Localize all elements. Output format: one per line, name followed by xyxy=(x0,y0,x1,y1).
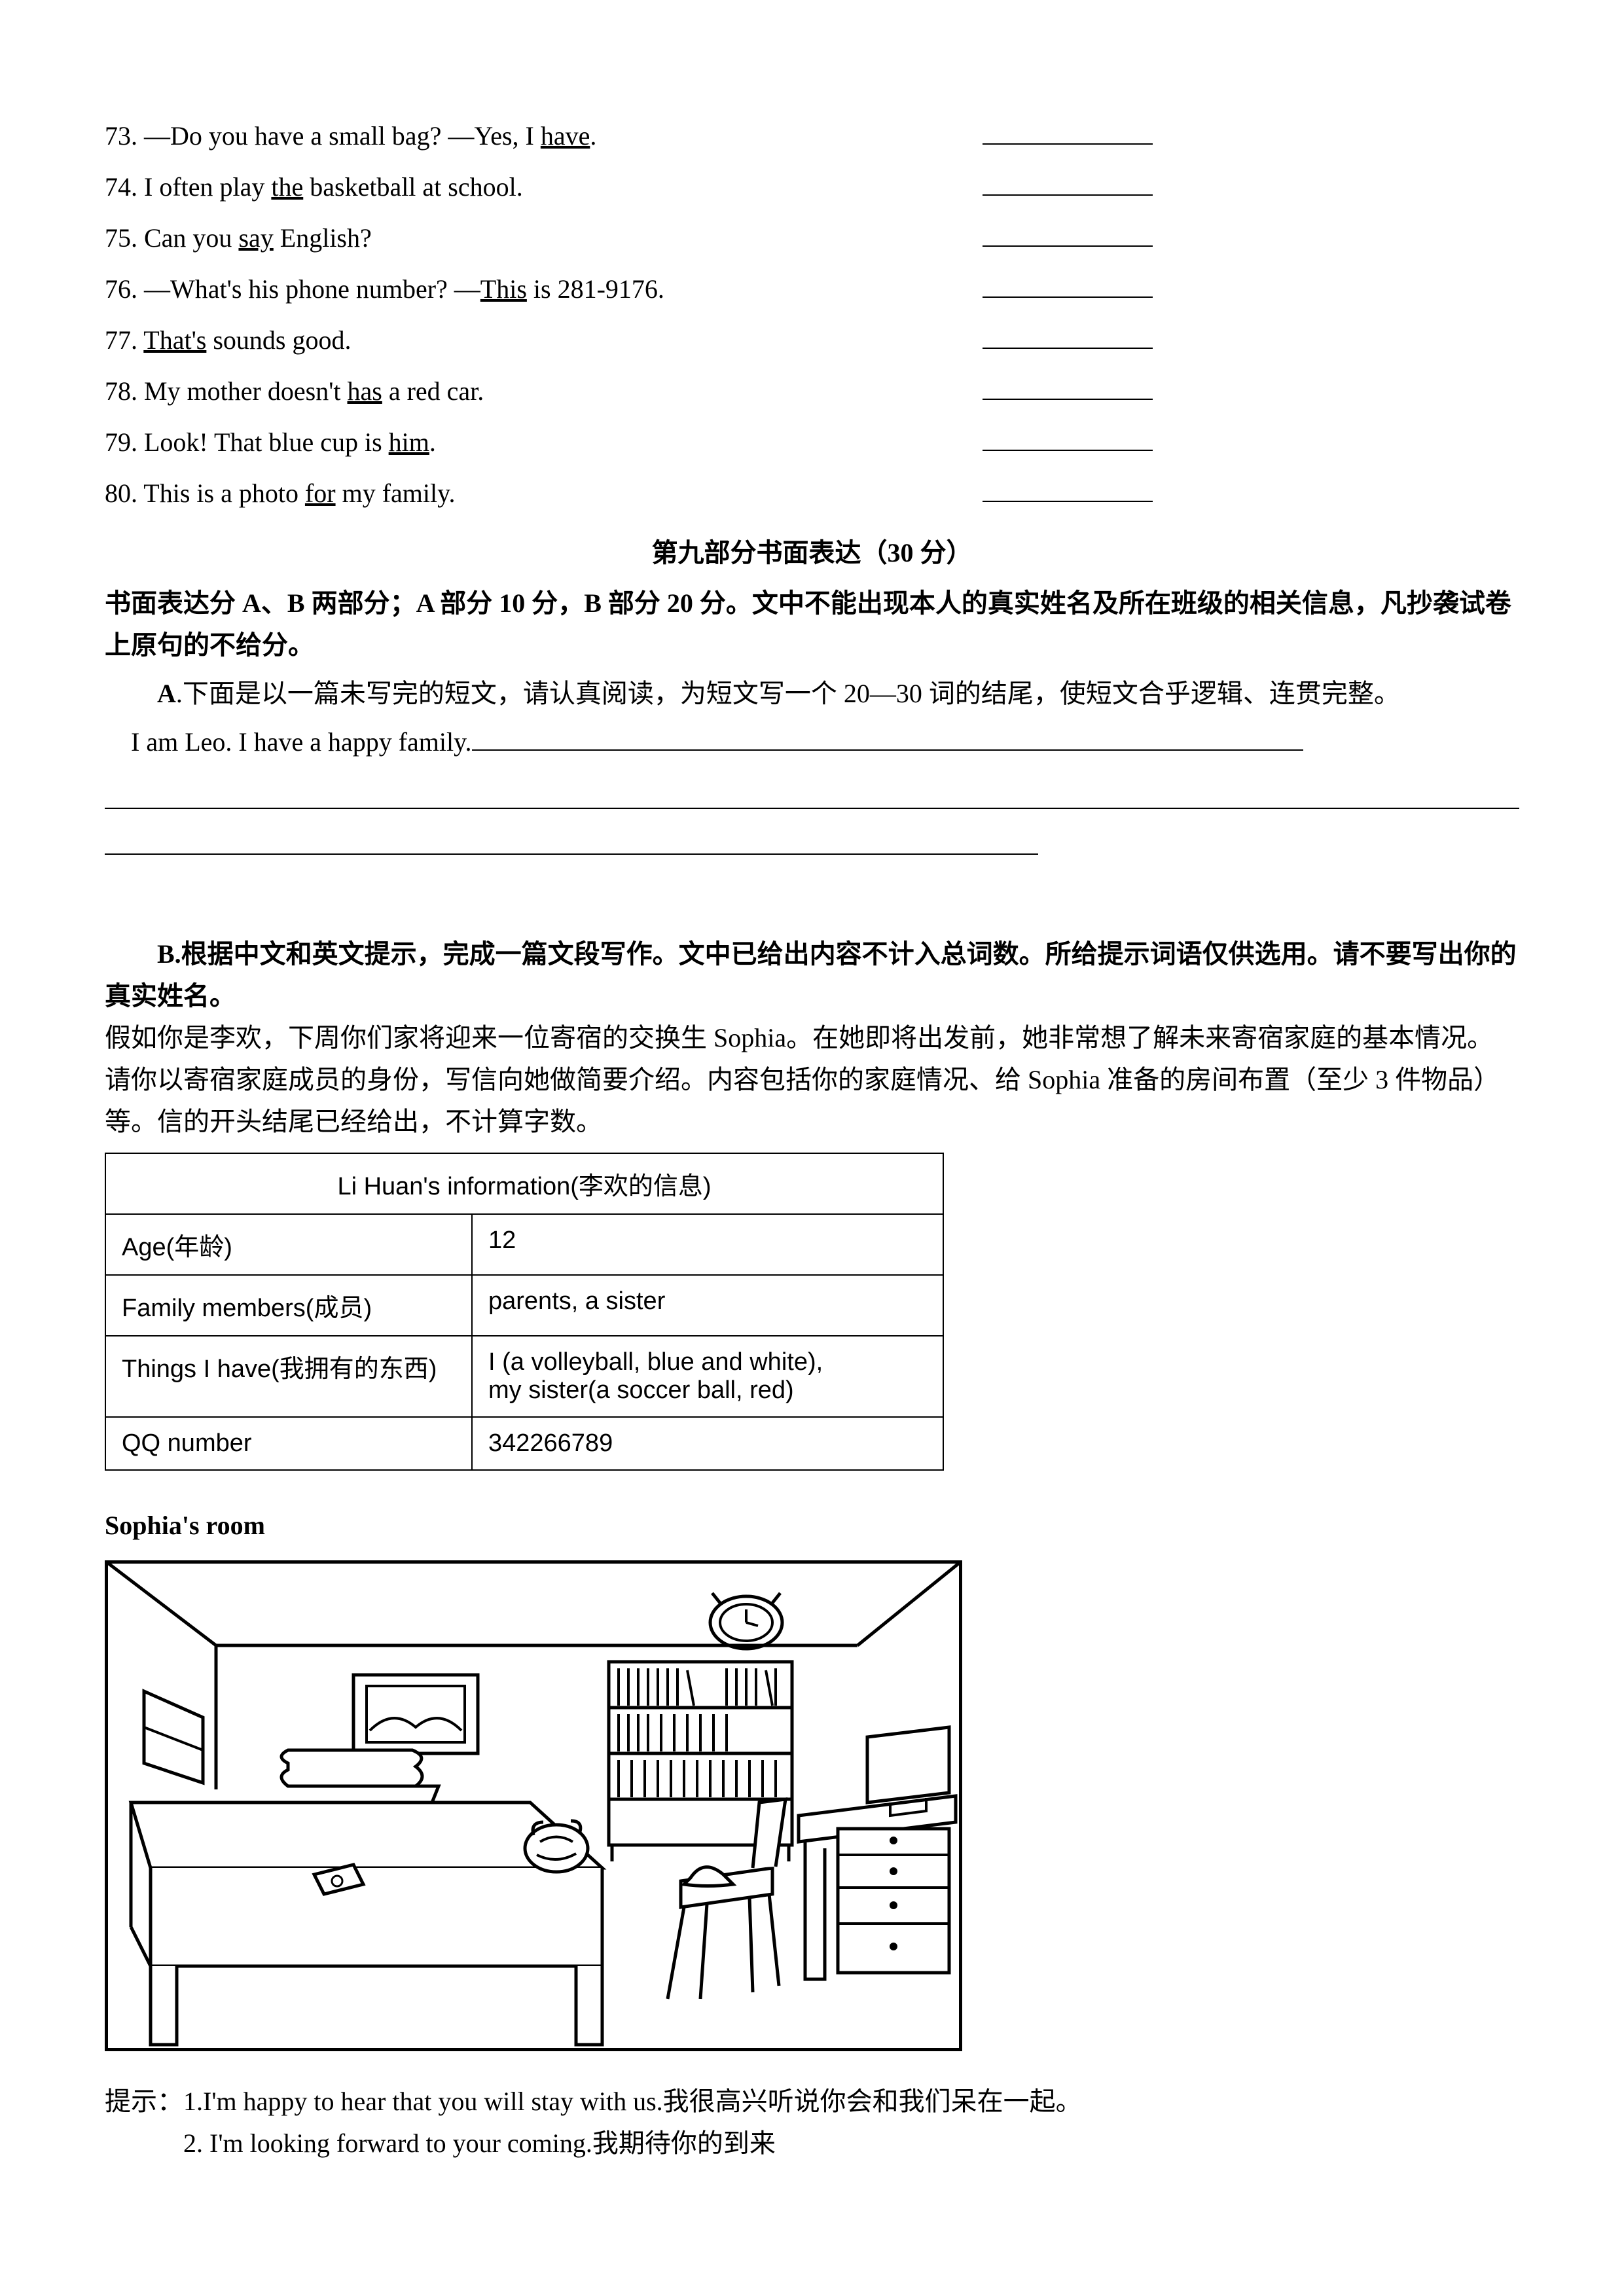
table-row: Age(年龄)12 xyxy=(105,1214,943,1275)
table-row: Family members(成员)parents, a sister xyxy=(105,1275,943,1336)
writing-line[interactable] xyxy=(105,829,1038,855)
intro-paragraph: 书面表达分 A、B 两部分；A 部分 10 分，B 部分 20 分。文中不能出现… xyxy=(105,583,1519,666)
part-a-label: A xyxy=(157,679,176,708)
answer-blank[interactable] xyxy=(983,190,1153,196)
question-line: 80. This is a photo for my family. xyxy=(105,475,1519,512)
table-label: QQ number xyxy=(105,1417,472,1470)
info-table: Li Huan's information(李欢的信息) Age(年龄)12Fa… xyxy=(105,1153,944,1471)
question-text: 77. That's sounds good. xyxy=(105,322,352,359)
table-value: I (a volleyball, blue and white), my sis… xyxy=(472,1336,943,1417)
question-line: 79. Look! That blue cup is him. xyxy=(105,424,1519,461)
sophias-room-label: Sophia's room xyxy=(105,1510,1519,1541)
table-label: Age(年龄) xyxy=(105,1214,472,1275)
hint-line-2: 2. I'm looking forward to your coming.我期… xyxy=(183,2123,1519,2164)
section-title: 第九部分书面表达（30 分） xyxy=(105,531,1519,569)
table-row: QQ number342266789 xyxy=(105,1417,943,1470)
hints: 提示：1.I'm happy to hear that you will sta… xyxy=(105,2081,1519,2164)
table-title: Li Huan's information(李欢的信息) xyxy=(105,1153,943,1214)
room-illustration xyxy=(105,1560,962,2051)
answer-blank[interactable] xyxy=(983,242,1153,247)
hint-line-1: 提示：1.I'm happy to hear that you will sta… xyxy=(105,2081,1519,2123)
part-a-start: I am Leo. I have a happy family. xyxy=(131,721,1519,763)
hint1-text: 1.I'm happy to hear that you will stay w… xyxy=(183,2087,1082,2116)
part-b-heading: B.根据中文和英文提示，完成一篇文段写作。文中已给出内容不计入总词数。所给提示词… xyxy=(105,933,1519,1017)
table-value: 342266789 xyxy=(472,1417,943,1470)
question-line: 73. —Do you have a small bag? —Yes, I ha… xyxy=(105,118,1519,154)
question-text: 76. —What's his phone number? —This is 2… xyxy=(105,271,664,308)
table-label: Things I have(我拥有的东西) xyxy=(105,1336,472,1417)
answer-blank[interactable] xyxy=(983,139,1153,145)
table-label: Family members(成员) xyxy=(105,1275,472,1336)
writing-line[interactable] xyxy=(105,783,1519,809)
part-a-start-text: I am Leo. I have a happy family. xyxy=(131,727,472,757)
question-line: 77. That's sounds good. xyxy=(105,322,1519,359)
hint-prefix: 提示： xyxy=(105,2087,183,2116)
question-text: 78. My mother doesn't has a red car. xyxy=(105,373,484,410)
answer-blank[interactable] xyxy=(983,344,1153,349)
question-text: 75. Can you say English? xyxy=(105,220,372,257)
table-value: 12 xyxy=(472,1214,943,1275)
answer-blank[interactable] xyxy=(983,446,1153,451)
table-row: Things I have(我拥有的东西)I (a volleyball, bl… xyxy=(105,1336,943,1417)
answer-blank[interactable] xyxy=(983,293,1153,298)
question-text: 79. Look! That blue cup is him. xyxy=(105,424,436,461)
question-text: 73. —Do you have a small bag? —Yes, I ha… xyxy=(105,118,596,154)
table-value: parents, a sister xyxy=(472,1275,943,1336)
question-line: 76. —What's his phone number? —This is 2… xyxy=(105,271,1519,308)
question-line: 74. I often play the basketball at schoo… xyxy=(105,169,1519,206)
writing-blank[interactable] xyxy=(472,745,1303,751)
part-a-instruction: A.下面是以一篇未写完的短文，请认真阅读，为短文写一个 20—30 词的结尾，使… xyxy=(105,673,1519,715)
question-line: 75. Can you say English? xyxy=(105,220,1519,257)
question-text: 74. I often play the basketball at schoo… xyxy=(105,169,523,206)
part-a-text: .下面是以一篇未写完的短文，请认真阅读，为短文写一个 20—30 词的结尾，使短… xyxy=(176,679,1400,708)
question-text: 80. This is a photo for my family. xyxy=(105,475,456,512)
answer-blank[interactable] xyxy=(983,497,1153,502)
part-b-body: 假如你是李欢，下周你们家将迎来一位寄宿的交换生 Sophia。在她即将出发前，她… xyxy=(105,1017,1519,1143)
answer-blank[interactable] xyxy=(983,395,1153,400)
question-line: 78. My mother doesn't has a red car. xyxy=(105,373,1519,410)
